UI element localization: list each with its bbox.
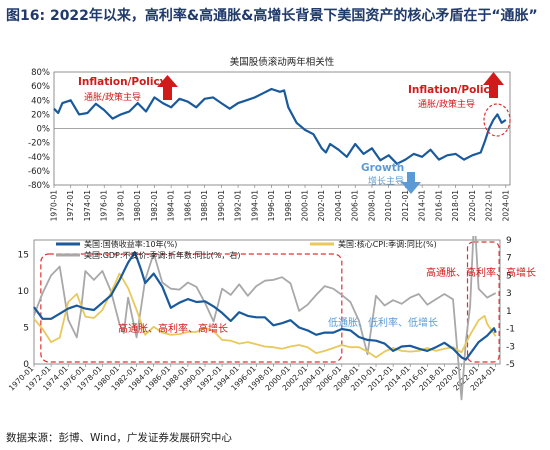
x-tick-label: 1994-01 <box>250 190 259 222</box>
y2-tick-label: 3 <box>506 289 512 299</box>
y2-tick-label: -3 <box>506 342 515 352</box>
annotation-inflation-left: Inflation/Policy <box>78 76 167 88</box>
yield-cpi-gdp-chart: 0 5 10 15 9 7 5 3 1 -1 -3 -5 1970-01 1972-01 1974-01 19… <box>0 236 550 414</box>
y-tick-label: -20% <box>28 139 50 149</box>
x-tick-label: 2014-01 <box>418 190 427 222</box>
y-tick-label: 5 <box>23 324 29 334</box>
y2-tick-label: -5 <box>506 360 515 370</box>
x-tick-label: 2002-01 <box>317 190 326 222</box>
correlation-chart-svg: 美国股债滚动两年相关性 80% 60% 40% 20% 0% -20% -40% -60% -80… <box>28 56 511 222</box>
highlight-ellipse <box>483 103 511 137</box>
y-tick-label: 20% <box>31 110 50 120</box>
y2-tick-label: 1 <box>506 307 512 317</box>
source-note: 数据来源：彭博、Wind，广发证券发展研究中心 <box>6 432 232 444</box>
treasury-yield-line <box>33 251 497 361</box>
annotation-growth-cn: 增长主导 <box>368 175 404 187</box>
highlight-box-right <box>466 241 500 363</box>
x-tick-label: 2010-01 <box>384 190 393 222</box>
x-tick-label: 1998-01 <box>284 190 293 222</box>
x-tick-label: 1990-01 <box>217 190 226 222</box>
legend-label: 美国:GDP:不变价:季调:折年数:同比(%，右) <box>84 250 241 260</box>
annotation-inflation-left-cn: 通胀/政策主导 <box>84 91 141 103</box>
yield-cpi-gdp-chart-svg: 05101597531-1-3-51970-011972-011974-0119… <box>7 236 536 401</box>
chart-title: 美国股债滚动两年相关性 <box>230 56 335 68</box>
y-tick-label: -40% <box>28 153 50 163</box>
x-tick-label: 2018-01 <box>451 190 460 222</box>
annotation-low: 低通胀、低利率、低增长 <box>328 316 438 329</box>
x-tick-label: 2004-01 <box>334 190 343 222</box>
figure-title: 图16: 2022年以来，高利率&高通胀&高增长背景下美国资产的核心矛盾在于“通… <box>6 8 538 24</box>
y-tick-label: -60% <box>28 167 50 177</box>
y2-tick-label: 9 <box>506 236 512 246</box>
x-tick-label: 1984-01 <box>167 190 176 222</box>
annotation-inflation-right: Inflation/Policy <box>408 84 497 96</box>
annotation-high-right: 高通胀、高利率、高增长 <box>426 266 536 279</box>
y-tick-label: 0 <box>23 360 29 370</box>
x-tick-label: 2008-01 <box>367 190 376 222</box>
x-tick-label: 2016-01 <box>434 190 443 222</box>
x-tick-label: 2020-01 <box>468 190 477 222</box>
x-tick-label: 1976-01 <box>100 190 109 222</box>
y-tick-label: 15 <box>18 251 29 261</box>
annotation-high-left: 高通胀、高利率、高增长 <box>118 322 228 335</box>
arrow-up-right-icon <box>483 72 504 98</box>
core-cpi-line <box>33 272 497 359</box>
x-tick-label: 1992-01 <box>234 190 243 222</box>
y-tick-label: 10 <box>18 287 30 297</box>
y2-tick-label: 7 <box>506 254 512 264</box>
x-tick-label: 1988-01 <box>200 190 209 222</box>
y-tick-label: 0% <box>37 125 51 135</box>
x-tick-label: 2012-01 <box>401 190 410 222</box>
x-tick-label: 2000-01 <box>301 190 310 222</box>
x-tick-label: 2022-01 <box>485 190 494 222</box>
legend-label: 美国:核心CPI:季调:同比(%) <box>338 239 437 249</box>
x-tick-label: 1986-01 <box>183 190 192 222</box>
x-tick-label: 1972-01 <box>66 190 75 222</box>
x-tick-label: 1970-01 <box>50 190 59 222</box>
arrow-up-left-icon <box>157 75 178 100</box>
y2-tick-label: -1 <box>506 325 515 335</box>
x-tick-label: 1996-01 <box>267 190 276 222</box>
legend-label: 美国:国债收益率:10年(%) <box>84 239 177 249</box>
annotation-inflation-right-cn: 通胀/政策主导 <box>418 98 475 110</box>
x-tick-label: 1982-01 <box>150 190 159 222</box>
x-tick-label: 2006-01 <box>351 190 360 222</box>
stock-bond-correlation-chart: 美国股债滚动两年相关性 80% 60% 40% 20% 0% -20% -40% -60% -80… <box>0 54 550 234</box>
correlation-series-line <box>53 87 507 165</box>
arrow-down-icon <box>401 172 421 194</box>
y-tick-label: 40% <box>31 96 50 106</box>
gdp-growth-line <box>33 236 497 401</box>
x-tick-label: 1980-01 <box>133 190 142 222</box>
y-tick-label: 80% <box>31 68 50 78</box>
x-tick-label: 1978-01 <box>116 190 125 222</box>
y-tick-label: 60% <box>31 82 50 92</box>
y2-tick-label: 5 <box>506 271 512 281</box>
annotation-growth: Growth <box>361 162 404 174</box>
x-tick-label: 1974-01 <box>83 190 92 222</box>
y-tick-label: -80% <box>28 181 50 191</box>
x-tick-label: 2024-01 <box>501 190 510 222</box>
plot-frame <box>33 239 501 365</box>
highlight-box-left <box>40 253 343 363</box>
